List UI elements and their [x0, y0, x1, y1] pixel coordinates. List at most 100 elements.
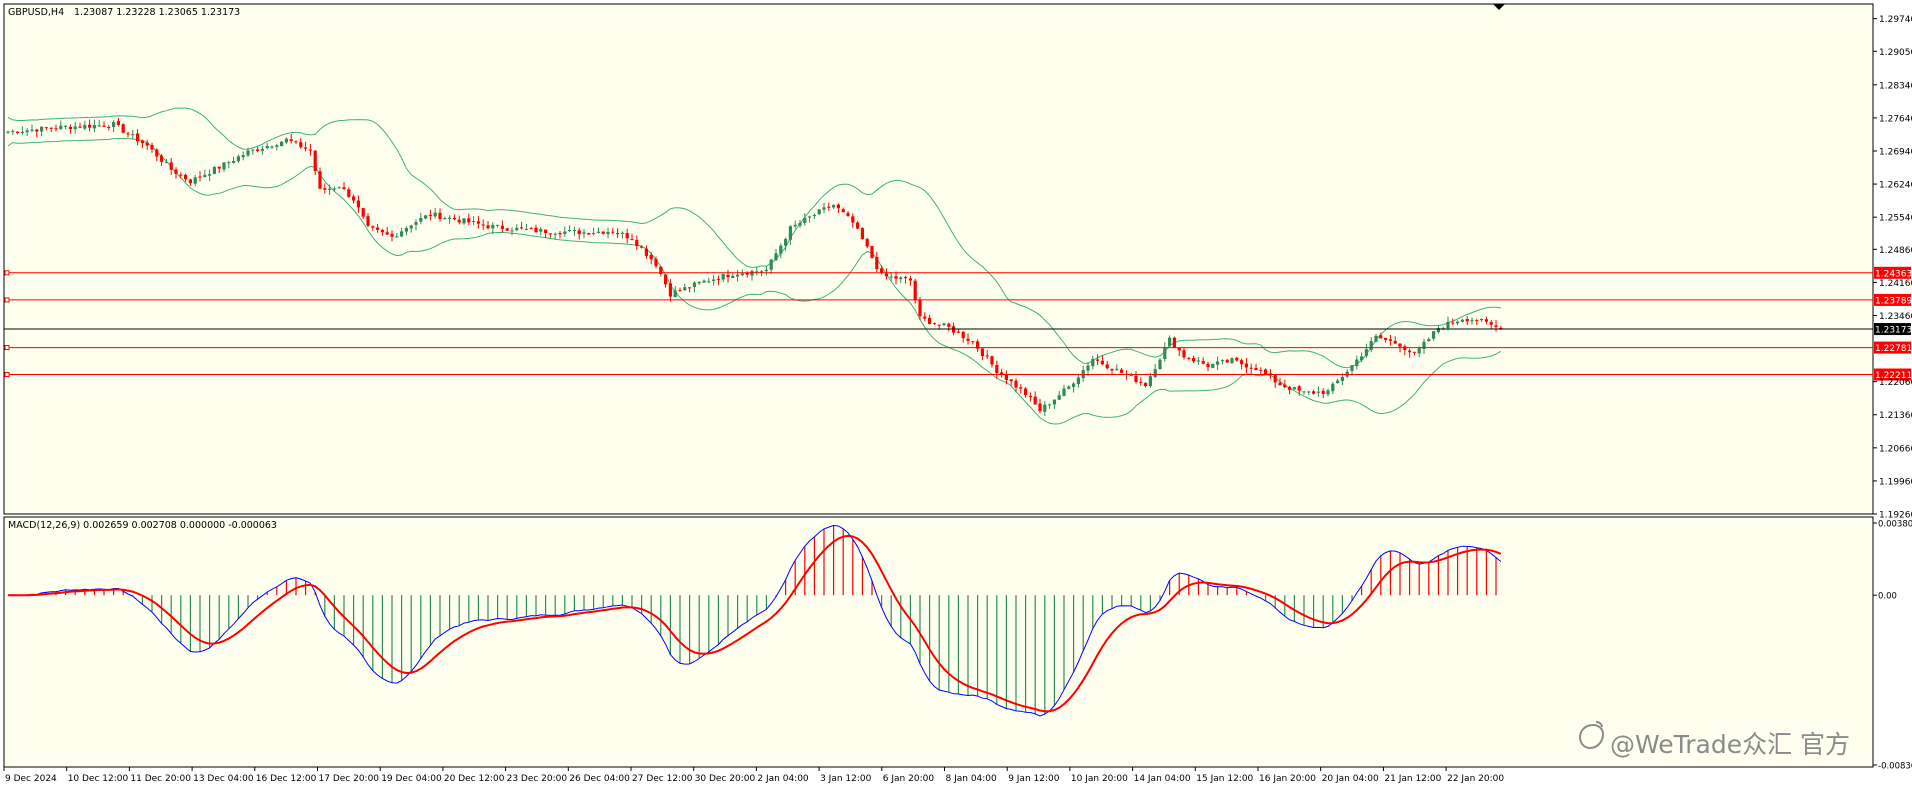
- candle: [164, 158, 168, 164]
- macd-indicator: [7, 524, 1502, 717]
- candle: [299, 138, 303, 149]
- candle: [1379, 332, 1383, 339]
- time-tick-label: 21 Jan 12:00: [1384, 774, 1441, 784]
- candle: [1158, 358, 1162, 370]
- candle: [1230, 357, 1234, 364]
- candle: [1091, 355, 1095, 370]
- candle: [332, 186, 336, 192]
- level-line[interactable]: 1.22781: [4, 341, 1912, 355]
- candle: [520, 221, 524, 230]
- price-tick: 1.27640: [1873, 114, 1912, 124]
- level-line[interactable]: 1.23789: [4, 293, 1912, 307]
- candle: [1388, 334, 1392, 346]
- candle: [1110, 368, 1114, 375]
- candle: [726, 269, 730, 283]
- time-tick: 17 Dec 20:00: [317, 767, 379, 784]
- candle: [35, 128, 39, 138]
- price-tick-label: 1.26940: [1879, 147, 1912, 157]
- time-tick-label: 3 Jan 12:00: [820, 774, 872, 784]
- candle: [1225, 358, 1229, 363]
- candle: [524, 223, 528, 231]
- candle: [1081, 365, 1085, 382]
- level-line[interactable]: 1.22211: [4, 368, 1912, 382]
- candle: [88, 119, 92, 132]
- current-price-label: 1.23173: [1875, 326, 1912, 336]
- price-tick: 1.24160: [1873, 279, 1912, 289]
- macd-tick: -0.00836: [1873, 762, 1912, 772]
- candle: [1144, 382, 1148, 388]
- time-tick: 8 Jan 04:00: [944, 767, 998, 784]
- candle: [1177, 347, 1181, 356]
- candle: [1067, 385, 1071, 390]
- time-tick: 27 Dec 12:00: [630, 767, 693, 784]
- candle: [496, 224, 500, 228]
- candle: [270, 145, 274, 149]
- candle: [620, 231, 624, 239]
- candle: [395, 233, 399, 238]
- candle: [265, 142, 269, 150]
- candle: [337, 186, 341, 189]
- candle: [1043, 401, 1047, 417]
- macd-panel[interactable]: [3, 516, 1874, 768]
- level-label: 1.24363: [1875, 269, 1912, 279]
- candle: [467, 213, 471, 226]
- candle: [227, 160, 231, 169]
- candle: [1172, 336, 1176, 348]
- candle: [923, 312, 927, 322]
- candle: [304, 141, 308, 152]
- candle: [928, 314, 932, 325]
- candle: [1009, 379, 1013, 386]
- candle: [539, 227, 543, 236]
- current-price-line: 1.23173: [4, 323, 1912, 336]
- candle: [558, 230, 562, 239]
- candle: [222, 162, 226, 173]
- time-tick-label: 8 Jan 04:00: [946, 774, 998, 784]
- watermark-text: @WeTrade众汇 官方: [1610, 730, 1850, 759]
- candle: [318, 167, 322, 190]
- horizontal-levels[interactable]: 1.24363 1.23789 1.22781 1.22211 1.23173: [4, 266, 1912, 382]
- candle: [697, 281, 701, 285]
- candle: [1340, 373, 1344, 386]
- price-tick-label: 1.24160: [1879, 279, 1912, 289]
- shift-marker-icon[interactable]: [1493, 4, 1505, 10]
- candle: [1456, 320, 1460, 326]
- candle: [102, 121, 106, 127]
- candle: [841, 207, 845, 213]
- candle: [1076, 373, 1080, 388]
- time-tick: 16 Jan 20:00: [1257, 767, 1316, 784]
- candle: [500, 220, 504, 233]
- candle: [1408, 348, 1412, 358]
- time-tick: 30 Dec 20:00: [693, 767, 755, 784]
- candle: [803, 213, 807, 226]
- candle: [510, 227, 514, 236]
- ohlc-readout: 1.23087 1.23228 1.23065 1.23173: [74, 7, 240, 18]
- candle: [1331, 382, 1335, 395]
- candle: [856, 220, 860, 230]
- time-tick-label: 23 Dec 20:00: [507, 774, 568, 784]
- candle: [356, 195, 360, 213]
- candle: [635, 235, 639, 251]
- candle: [1249, 363, 1253, 374]
- candle: [169, 157, 173, 175]
- candle: [1302, 391, 1306, 395]
- level-line[interactable]: 1.24363: [4, 266, 1912, 280]
- candle: [1024, 387, 1028, 398]
- candle: [644, 245, 648, 259]
- candle: [241, 151, 245, 161]
- macd-axis: 0.003805 0.00 -0.00836: [1873, 520, 1912, 772]
- candle: [1168, 335, 1172, 347]
- candle: [452, 214, 456, 221]
- time-tick: 21 Jan 12:00: [1382, 767, 1442, 784]
- candle: [673, 285, 677, 298]
- time-tick-label: 10 Jan 20:00: [1071, 774, 1128, 784]
- candle: [889, 272, 893, 281]
- candle: [1273, 374, 1277, 388]
- candle: [1192, 355, 1196, 364]
- candle: [688, 286, 692, 293]
- price-panel[interactable]: [3, 3, 1874, 515]
- price-axis: 1.29740 1.29050 1.28340 1.27640 1.26940 1.262…: [1873, 15, 1912, 521]
- candle: [376, 223, 380, 233]
- candle: [640, 245, 644, 249]
